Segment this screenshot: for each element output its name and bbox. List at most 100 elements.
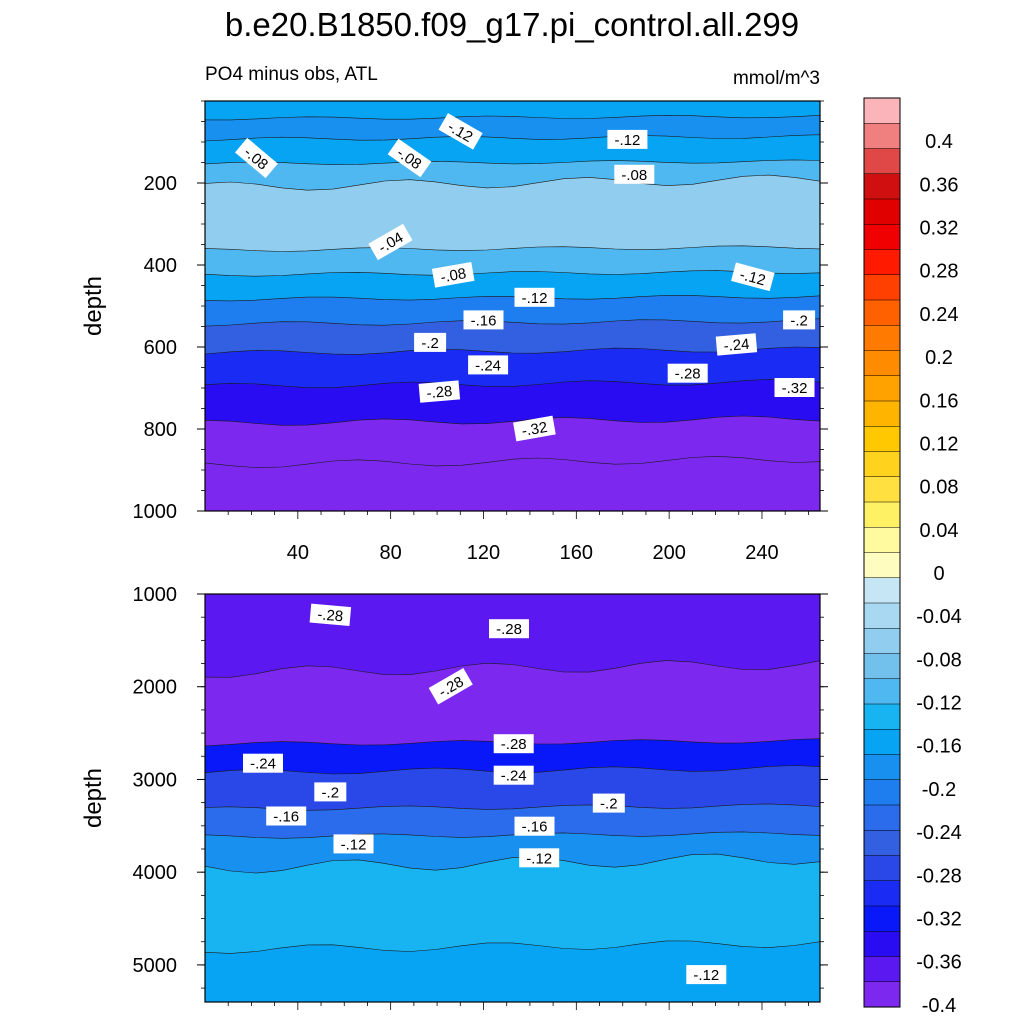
y-tick-label: 3000 — [133, 769, 178, 791]
subtitle-variable: PO4 minus obs, ATL — [205, 64, 378, 85]
y-tick-label: 600 — [144, 337, 177, 359]
contour-label: -.32 — [513, 415, 556, 442]
contour-label: -.16 — [266, 806, 307, 826]
contour-label-text: -.2 — [790, 312, 808, 329]
contour-label-text: -.12 — [693, 967, 719, 984]
contour-label: -.2 — [314, 782, 347, 802]
contour-label: -.28 — [489, 619, 529, 639]
x-tick-label: 200 — [652, 542, 685, 564]
colorbar-label: -0.28 — [916, 865, 962, 887]
contour-label-text: -.28 — [317, 606, 344, 625]
contour-label: -.12 — [731, 262, 775, 292]
contour-label: -.12 — [607, 129, 648, 149]
contour-label: -.2 — [592, 793, 625, 813]
x-tick-label: 120 — [467, 542, 500, 564]
y-tick-label: 400 — [144, 255, 177, 277]
contour-label: -.2 — [783, 310, 816, 330]
lower-panel: -.28-.28-.28-.28-.24-.24-.2-.2-.16-.16-.… — [205, 594, 820, 1002]
contour-label: -.12 — [514, 287, 555, 307]
colorbar-swatch — [863, 628, 901, 655]
colorbar-label: 0.04 — [920, 520, 959, 542]
colorbar-swatch — [863, 830, 901, 857]
contour-label: -.32 — [774, 378, 815, 397]
contour-label-text: -.2 — [421, 335, 439, 352]
colorbar-swatch — [863, 375, 901, 402]
colorbar-swatch — [863, 198, 901, 225]
lower-frame: 1000 2000 3000 4000 5000 — [133, 584, 828, 1010]
contour-label: -.28 — [309, 603, 352, 627]
colorbar-swatch — [863, 905, 901, 932]
y-tick-label: 1000 — [133, 501, 178, 523]
colorbar-swatch — [863, 804, 901, 831]
contour-label-text: -.28 — [675, 366, 701, 383]
colorbar-swatch — [863, 602, 901, 629]
x-tick-label: 160 — [560, 542, 593, 564]
colorbar-swatch — [863, 577, 901, 604]
colorbar-swatch — [863, 299, 901, 326]
contour-label: -.08 — [614, 164, 655, 184]
y-tick-label: 800 — [144, 419, 177, 441]
colorbar-frame — [863, 97, 901, 1008]
colorbar-label: 0.12 — [920, 434, 959, 456]
colorbar-label: 0.16 — [920, 390, 959, 412]
contour-label: -.2 — [414, 332, 447, 352]
colorbar-label: -0.2 — [922, 779, 956, 801]
colorbar-swatch — [863, 779, 901, 806]
contour-label: -.12 — [686, 965, 727, 985]
upper-panel: -.12 -.12-.08 -.08-.08-.04-.08 -.12-.12-.16… — [205, 101, 820, 511]
contour-label-text: -.28 — [426, 383, 453, 402]
contour-label: -.16 — [463, 310, 504, 330]
colorbar-swatch — [863, 123, 901, 150]
colorbar-label: 0.08 — [920, 477, 959, 499]
colorbar-swatch — [863, 476, 901, 503]
colorbar-swatch — [863, 400, 901, 427]
contour-label: -.16 — [514, 816, 555, 836]
colorbar-swatch — [863, 855, 901, 882]
colorbar-swatch — [863, 956, 901, 983]
contour-band — [205, 940, 820, 1002]
contour-band — [205, 455, 820, 511]
contour-label-text: -.16 — [522, 819, 548, 836]
colorbar-swatch — [863, 880, 901, 907]
contour-label-text: -.32 — [782, 380, 808, 397]
colorbar-swatch — [863, 552, 901, 579]
contour-label-text: -.08 — [439, 265, 467, 286]
contour-label: -.12 — [519, 848, 560, 868]
contour-label-text: -.2 — [600, 796, 618, 813]
colorbar-swatch — [863, 501, 901, 528]
y-tick-label: 5000 — [133, 955, 178, 977]
colorbar-swatch — [863, 931, 901, 958]
colorbar-swatch — [863, 426, 901, 453]
contour-label: -.28 — [418, 380, 461, 403]
colorbar-label: -0.4 — [922, 995, 956, 1017]
contour-label-text: -.12 — [526, 850, 552, 867]
contour-label-text: -.12 — [522, 290, 548, 307]
colorbar-label: 0.2 — [925, 347, 953, 369]
y-tick-label: 1000 — [133, 584, 178, 606]
contour-label-text: -.12 — [614, 132, 640, 149]
colorbar-swatch — [863, 729, 901, 756]
x-tick-label: 80 — [380, 542, 402, 564]
contour-label-text: -.24 — [250, 756, 276, 773]
contour-label-text: -.12 — [738, 266, 767, 289]
colorbar-swatch — [863, 224, 901, 251]
colorbar-swatch — [863, 325, 901, 352]
contour-label-text: -.2 — [322, 784, 340, 801]
contour-label: -.24 — [493, 765, 534, 785]
colorbar-swatch — [863, 451, 901, 478]
contour-label-text: -.08 — [621, 167, 647, 184]
contour-label: -.08 — [387, 138, 432, 178]
contour-label: -.08 — [431, 261, 475, 288]
contour-label-text: -.32 — [520, 419, 548, 440]
contour-label-text: -.16 — [471, 312, 497, 329]
plot-frame — [204, 593, 821, 1003]
colorbar-swatch — [863, 703, 901, 730]
contour-label: -.28 — [493, 734, 534, 754]
colorbar-swatch — [863, 653, 901, 680]
subtitle-units: mmol/m^3 — [732, 68, 820, 89]
colorbar: 0.4 0.36 0.32 0.28 0.24 0.2 0.16 0.12 0.08 0.04 0 -… — [863, 97, 962, 1017]
colorbar-label: 0.36 — [920, 174, 959, 196]
contour-label-text: -.28 — [496, 621, 522, 638]
colorbar-label: 0.28 — [920, 261, 959, 283]
